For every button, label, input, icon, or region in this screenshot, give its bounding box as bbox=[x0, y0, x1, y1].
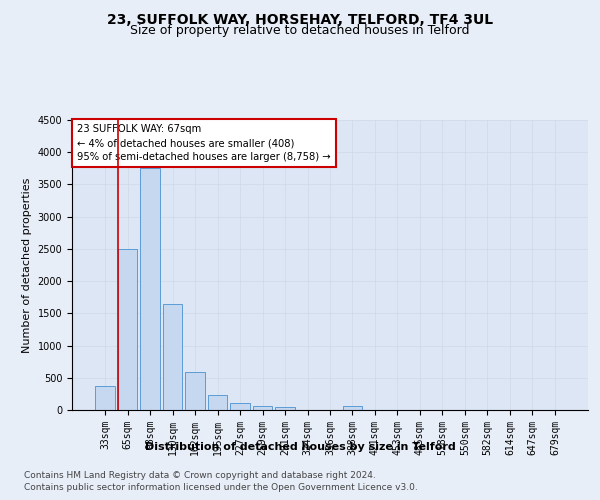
Text: Contains HM Land Registry data © Crown copyright and database right 2024.: Contains HM Land Registry data © Crown c… bbox=[24, 471, 376, 480]
Text: 23 SUFFOLK WAY: 67sqm
← 4% of detached houses are smaller (408)
95% of semi-deta: 23 SUFFOLK WAY: 67sqm ← 4% of detached h… bbox=[77, 124, 331, 162]
Bar bbox=[140, 168, 160, 410]
Bar bbox=[163, 304, 182, 410]
Bar bbox=[275, 408, 295, 410]
Bar bbox=[118, 249, 137, 410]
Text: Contains public sector information licensed under the Open Government Licence v3: Contains public sector information licen… bbox=[24, 484, 418, 492]
Y-axis label: Number of detached properties: Number of detached properties bbox=[22, 178, 32, 352]
Bar bbox=[95, 386, 115, 410]
Bar bbox=[343, 406, 362, 410]
Bar bbox=[230, 403, 250, 410]
Bar bbox=[185, 372, 205, 410]
Text: 23, SUFFOLK WAY, HORSEHAY, TELFORD, TF4 3UL: 23, SUFFOLK WAY, HORSEHAY, TELFORD, TF4 … bbox=[107, 12, 493, 26]
Bar bbox=[253, 406, 272, 410]
Bar bbox=[208, 395, 227, 410]
Text: Size of property relative to detached houses in Telford: Size of property relative to detached ho… bbox=[130, 24, 470, 37]
Text: Distribution of detached houses by size in Telford: Distribution of detached houses by size … bbox=[145, 442, 455, 452]
